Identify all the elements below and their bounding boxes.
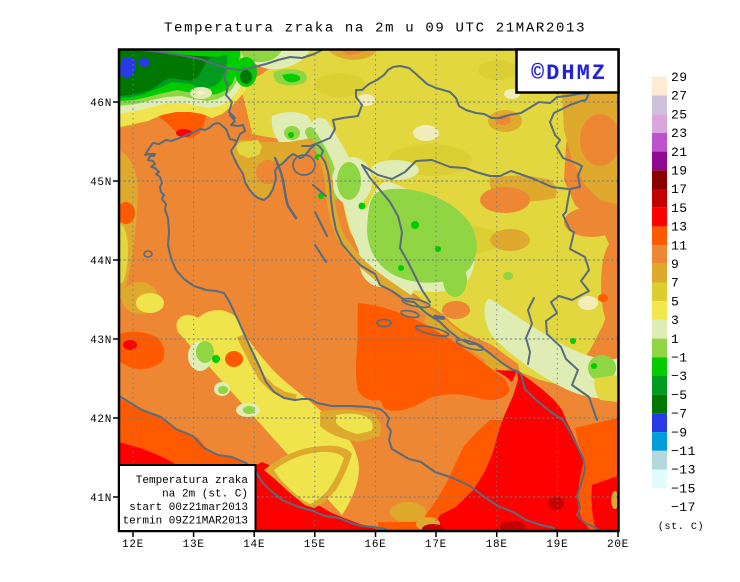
- svg-text:13: 13: [671, 220, 688, 235]
- svg-text:13E: 13E: [183, 539, 205, 551]
- svg-text:41N: 41N: [90, 493, 112, 505]
- svg-text:25: 25: [671, 107, 688, 122]
- svg-text:42N: 42N: [90, 414, 112, 426]
- svg-text:23: 23: [671, 126, 688, 141]
- svg-text:19: 19: [671, 164, 688, 179]
- svg-text:©DHMZ: ©DHMZ: [531, 61, 607, 86]
- svg-text:−15: −15: [671, 481, 696, 496]
- svg-text:−1: −1: [671, 351, 688, 366]
- svg-text:19E: 19E: [546, 539, 568, 551]
- svg-text:17E: 17E: [425, 539, 447, 551]
- svg-text:−5: −5: [671, 388, 688, 403]
- svg-text:45N: 45N: [90, 177, 112, 189]
- svg-text:20E: 20E: [607, 539, 629, 551]
- svg-text:start 00z21mar2013: start 00z21mar2013: [129, 502, 248, 514]
- svg-text:17: 17: [671, 182, 688, 197]
- svg-text:27: 27: [671, 89, 688, 104]
- svg-text:Temperatura zraka: Temperatura zraka: [136, 475, 249, 487]
- svg-text:−13: −13: [671, 463, 696, 478]
- svg-text:na 2m (st. C): na 2m (st. C): [162, 489, 248, 501]
- svg-text:−7: −7: [671, 407, 688, 422]
- svg-text:16E: 16E: [365, 539, 387, 551]
- svg-text:29: 29: [671, 70, 688, 85]
- svg-text:15E: 15E: [304, 539, 326, 551]
- svg-text:44N: 44N: [90, 256, 112, 268]
- svg-text:11: 11: [671, 238, 688, 253]
- svg-text:−11: −11: [671, 444, 696, 459]
- svg-text:46N: 46N: [90, 98, 112, 110]
- svg-text:termin 09Z21MAR2013: termin 09Z21MAR2013: [123, 516, 248, 528]
- svg-text:12E: 12E: [122, 539, 144, 551]
- svg-text:Temperatura zraka na 2m u 09 U: Temperatura zraka na 2m u 09 UTC 21MAR20…: [164, 21, 586, 37]
- svg-text:3: 3: [671, 313, 679, 328]
- svg-text:15: 15: [671, 201, 688, 216]
- svg-text:−17: −17: [671, 500, 696, 515]
- svg-text:9: 9: [671, 257, 679, 272]
- svg-text:43N: 43N: [90, 335, 112, 347]
- svg-text:21: 21: [671, 145, 688, 160]
- svg-text:14E: 14E: [243, 539, 265, 551]
- svg-text:(st. C): (st. C): [658, 521, 704, 533]
- svg-text:7: 7: [671, 276, 679, 291]
- svg-text:−9: −9: [671, 425, 688, 440]
- svg-text:18E: 18E: [486, 539, 508, 551]
- svg-text:1: 1: [671, 332, 679, 347]
- svg-text:5: 5: [671, 294, 679, 309]
- svg-text:−3: −3: [671, 369, 688, 384]
